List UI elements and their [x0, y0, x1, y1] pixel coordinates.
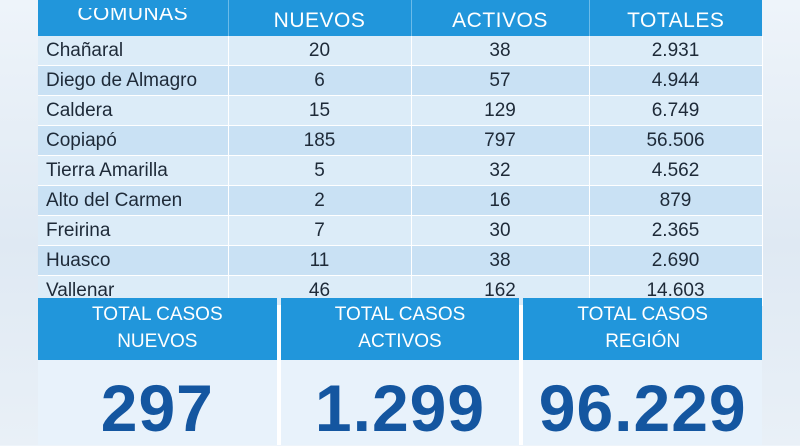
table-row: Huasco 11 38 2.690 [38, 245, 763, 276]
cell-totales: 2.931 [589, 36, 763, 66]
cell-comuna: Tierra Amarilla [38, 155, 229, 186]
total-activos-label: TOTAL CASOS ACTIVOS [280, 298, 520, 360]
cell-comuna: Chañaral [38, 36, 229, 66]
cell-totales: 4.562 [589, 155, 763, 186]
cell-totales: 879 [589, 185, 763, 216]
cell-activos: 797 [411, 125, 590, 156]
cell-activos: 32 [411, 155, 590, 186]
total-nuevos-value: 297 [100, 371, 214, 445]
total-region: TOTAL CASOS REGIÓN 96.229 [523, 298, 763, 445]
table-row: Tierra Amarilla 5 32 4.562 [38, 155, 763, 186]
cell-activos: 38 [411, 245, 590, 276]
total-region-value: 96.229 [538, 371, 747, 445]
total-activos-value: 1.299 [314, 371, 486, 445]
cell-activos: 30 [411, 215, 590, 246]
table-row: Chañaral 20 38 2.931 [38, 36, 763, 66]
total-activos: TOTAL CASOS ACTIVOS 1.299 [280, 298, 520, 445]
cell-nuevos: 2 [228, 185, 412, 216]
cell-totales: 2.365 [589, 215, 763, 246]
cell-activos: 129 [411, 95, 590, 126]
cell-comuna: Huasco [38, 245, 229, 276]
header-nuevos: NUEVOS [228, 0, 412, 36]
cell-totales: 56.506 [589, 125, 763, 156]
table-row: Copiapó 185 797 56.506 [38, 125, 763, 156]
cell-nuevos: 11 [228, 245, 412, 276]
table-row: Caldera 15 129 6.749 [38, 95, 763, 126]
cell-comuna: Freirina [38, 215, 229, 246]
cell-nuevos: 7 [228, 215, 412, 246]
cell-totales: 4.944 [589, 65, 763, 96]
cell-comuna: Caldera [38, 95, 229, 126]
cases-card: COMUNAS NUEVOS ACTIVOS TOTALES Chañaral 2… [38, 0, 763, 445]
header-comunas: COMUNAS [38, 0, 229, 36]
cell-nuevos: 185 [228, 125, 412, 156]
total-region-label: TOTAL CASOS REGIÓN [523, 298, 763, 360]
cell-activos: 57 [411, 65, 590, 96]
total-nuevos-label: TOTAL CASOS NUEVOS [38, 298, 277, 360]
cell-totales: 2.690 [589, 245, 763, 276]
totals-bar: TOTAL CASOS NUEVOS 297 TOTAL CASOS ACTIV… [38, 298, 763, 445]
header-totales: TOTALES [589, 0, 762, 36]
cases-table: COMUNAS NUEVOS ACTIVOS TOTALES Chañaral 2… [38, 0, 763, 306]
cell-activos: 16 [411, 185, 590, 216]
table-row: Alto del Carmen 2 16 879 [38, 185, 763, 216]
total-nuevos: TOTAL CASOS NUEVOS 297 [38, 298, 277, 445]
cell-activos: 38 [411, 36, 590, 66]
cell-comuna: Diego de Almagro [38, 65, 229, 96]
header-row: COMUNAS NUEVOS ACTIVOS TOTALES [38, 0, 762, 36]
cell-nuevos: 6 [228, 65, 412, 96]
header-activos: ACTIVOS [411, 0, 590, 36]
cell-comuna: Copiapó [38, 125, 229, 156]
table-row: Diego de Almagro 6 57 4.944 [38, 65, 763, 96]
table-row: Freirina 7 30 2.365 [38, 215, 763, 246]
cell-totales: 6.749 [589, 95, 763, 126]
cell-nuevos: 15 [228, 95, 412, 126]
cell-nuevos: 5 [228, 155, 412, 186]
cell-comuna: Alto del Carmen [38, 185, 229, 216]
cell-nuevos: 20 [228, 36, 412, 66]
